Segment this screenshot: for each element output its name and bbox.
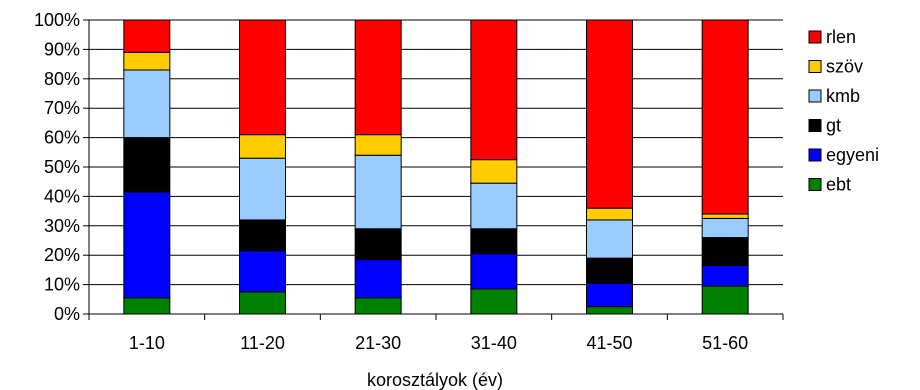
bar-segment-kmb	[354, 154, 402, 230]
bar-segment-egyeni	[586, 282, 633, 308]
x-tick-label: 51-60	[702, 333, 748, 353]
bar-segment-ebt	[701, 285, 749, 315]
bar-segment-szöv	[470, 159, 518, 184]
bar-segment-gt	[123, 137, 171, 193]
bar-segment-kmb	[586, 219, 633, 259]
bar-segment-rlen	[239, 19, 286, 136]
bar-segment-szöv	[239, 134, 286, 159]
y-tick-label: 100%	[34, 10, 80, 30]
legend: rlen szöv kmb gt egyeni ebt	[808, 27, 879, 195]
bar-segment-rlen	[123, 19, 171, 53]
x-tick-label: 31-40	[471, 333, 517, 353]
bar-segment-egyeni	[701, 264, 749, 287]
y-tick-label: 70%	[44, 98, 80, 118]
x-tick-label: 1-10	[129, 333, 165, 353]
y-tick-label: 80%	[44, 69, 80, 89]
y-tick-label: 20%	[44, 245, 80, 265]
y-tick-label: 10%	[44, 275, 80, 295]
bar-segment-rlen	[701, 19, 749, 215]
bars	[123, 19, 749, 315]
y-tick-label: 90%	[44, 39, 80, 59]
bar-segment-ebt	[586, 306, 633, 315]
y-tick-label: 50%	[44, 157, 80, 177]
legend-swatch-egyeni	[808, 148, 822, 162]
x-tick-label: 21-30	[355, 333, 401, 353]
bar-segment-gt	[586, 257, 633, 284]
y-tick-label: 60%	[44, 128, 80, 148]
bar-segment-egyeni	[470, 253, 518, 290]
x-tick-label: 41-50	[586, 333, 632, 353]
x-axis-title: korosztályok (év)	[367, 370, 503, 390]
bar-segment-egyeni	[123, 191, 171, 299]
y-tick-labels: 0% 10% 20% 30% 40% 50% 60% 70% 80% 90% 100%	[34, 10, 80, 324]
legend-swatch-rlen	[808, 30, 822, 44]
bar-segment-szöv	[701, 213, 749, 219]
x-tick-labels: 1-10 11-20 21-30 31-40 41-50 51-60	[129, 333, 748, 353]
legend-label-egyeni: egyeni	[826, 145, 879, 165]
bar-segment-gt	[701, 237, 749, 266]
bar-segment-rlen	[470, 19, 518, 161]
bar-segment-gt	[354, 228, 402, 261]
legend-label-rlen: rlen	[826, 27, 856, 47]
legend-label-ebt: ebt	[826, 175, 851, 195]
y-tick-label: 0%	[54, 304, 80, 324]
bar-segment-rlen	[354, 19, 402, 136]
bar-segment-szöv	[354, 134, 402, 156]
bar-segment-gt	[239, 219, 286, 252]
bar-segment-egyeni	[239, 250, 286, 293]
bar-segment-egyeni	[354, 259, 402, 299]
legend-label-szöv: szöv	[826, 57, 863, 77]
bar-segment-kmb	[123, 69, 171, 139]
axes	[83, 19, 784, 320]
bar-segment-kmb	[701, 217, 749, 239]
legend-swatch-kmb	[808, 89, 822, 103]
gridlines	[89, 19, 783, 315]
bar-segment-gt	[470, 228, 518, 255]
y-tick-label: 30%	[44, 216, 80, 236]
x-tick-label: 11-20	[240, 333, 285, 353]
bar-segment-ebt	[123, 297, 171, 315]
bar-segment-szöv	[586, 207, 633, 221]
bar-segment-ebt	[239, 291, 286, 315]
legend-swatch-gt	[808, 119, 822, 132]
bar-segment-szöv	[123, 51, 171, 71]
legend-label-kmb: kmb	[826, 86, 860, 106]
bar-segment-kmb	[470, 182, 518, 230]
legend-swatch-szöv	[808, 60, 822, 73]
bar-segment-kmb	[239, 157, 286, 221]
bar-segment-ebt	[470, 288, 518, 315]
y-tick-label: 40%	[44, 186, 80, 206]
legend-swatch-ebt	[808, 178, 822, 191]
bar-segment-rlen	[586, 19, 633, 209]
legend-label-gt: gt	[826, 116, 841, 136]
bar-segment-ebt	[354, 297, 402, 315]
